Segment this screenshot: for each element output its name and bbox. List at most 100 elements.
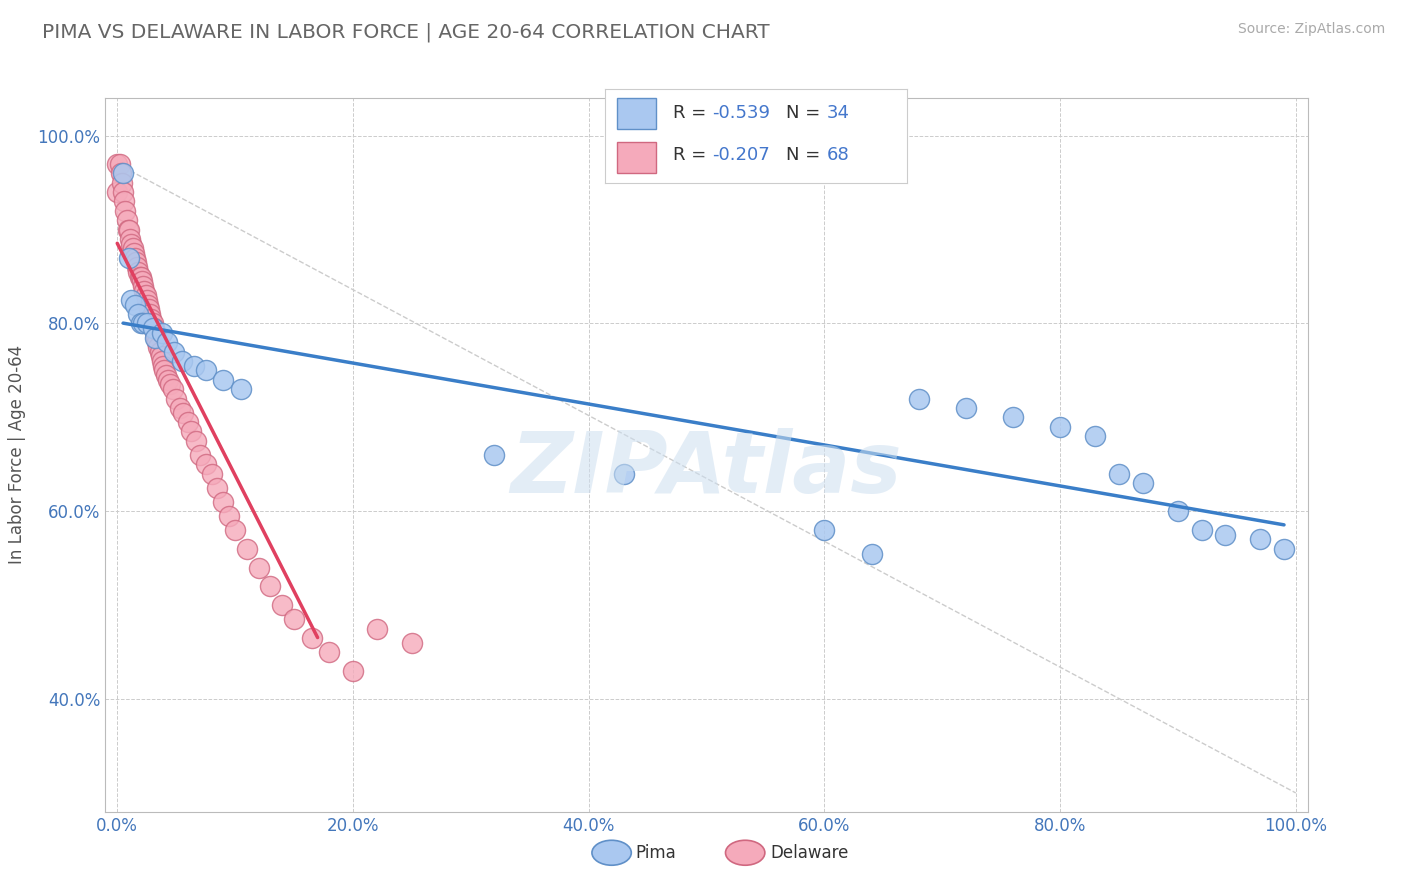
Point <box>955 401 977 415</box>
Point <box>152 359 174 373</box>
Bar <box>617 97 657 129</box>
Point <box>180 425 202 439</box>
Text: N =: N = <box>786 104 825 122</box>
Point <box>613 467 636 481</box>
Point <box>128 269 150 284</box>
Point <box>366 622 388 636</box>
Point <box>247 560 270 574</box>
Point <box>142 321 165 335</box>
Point <box>860 547 883 561</box>
Point <box>149 349 172 363</box>
Point <box>153 363 176 377</box>
Point <box>124 251 146 265</box>
Point <box>1001 410 1024 425</box>
Point <box>114 203 136 218</box>
Point <box>156 373 179 387</box>
Point <box>907 392 929 406</box>
Point <box>207 481 229 495</box>
Point <box>1191 523 1213 537</box>
Point <box>129 317 152 331</box>
Point <box>150 326 173 340</box>
Point <box>177 415 200 429</box>
Point <box>484 448 506 462</box>
Point <box>131 274 153 288</box>
Point <box>150 354 173 368</box>
Text: ZIPAtlas: ZIPAtlas <box>510 427 903 511</box>
Point <box>1132 476 1154 491</box>
Point <box>162 382 184 396</box>
Point <box>283 612 305 626</box>
Point <box>212 373 235 387</box>
Point <box>1167 504 1189 518</box>
Point <box>135 317 157 331</box>
Point <box>146 335 169 350</box>
Text: -0.539: -0.539 <box>711 104 770 122</box>
Point <box>186 434 208 448</box>
Text: 34: 34 <box>827 104 849 122</box>
Point <box>183 359 205 373</box>
Point <box>120 293 142 307</box>
Point <box>122 246 145 260</box>
Point <box>143 326 166 340</box>
Point <box>163 344 186 359</box>
Point <box>342 664 364 678</box>
Point <box>112 185 135 199</box>
Point <box>194 458 217 472</box>
Point <box>110 166 132 180</box>
Text: 68: 68 <box>827 146 849 164</box>
Point <box>169 401 191 415</box>
Point <box>117 222 139 236</box>
Point <box>259 579 281 593</box>
Point <box>132 317 155 331</box>
Point <box>188 448 211 462</box>
Point <box>127 260 149 274</box>
Text: -0.207: -0.207 <box>711 146 769 164</box>
Point <box>156 335 179 350</box>
Point <box>141 311 163 326</box>
Point <box>145 330 167 344</box>
Bar <box>617 142 657 173</box>
Point <box>125 255 148 269</box>
Point <box>124 298 146 312</box>
Point <box>143 330 166 344</box>
Point <box>138 302 160 317</box>
Point <box>1272 541 1295 556</box>
Text: PIMA VS DELAWARE IN LABOR FORCE | AGE 20-64 CORRELATION CHART: PIMA VS DELAWARE IN LABOR FORCE | AGE 20… <box>42 22 770 42</box>
Point <box>120 236 142 251</box>
Point <box>132 279 155 293</box>
Point <box>229 382 252 396</box>
Point <box>142 317 165 331</box>
Point <box>121 241 143 255</box>
Text: Source: ZipAtlas.com: Source: ZipAtlas.com <box>1237 22 1385 37</box>
Point <box>301 631 323 645</box>
Point <box>149 344 172 359</box>
Point <box>112 194 135 209</box>
Point <box>112 166 135 180</box>
Point <box>236 541 259 556</box>
Text: Delaware: Delaware <box>770 844 849 862</box>
Point <box>129 269 152 284</box>
Point <box>135 293 157 307</box>
Point <box>1213 527 1236 541</box>
Point <box>108 157 131 171</box>
Point <box>136 298 159 312</box>
Text: R =: R = <box>672 104 711 122</box>
Point <box>318 645 340 659</box>
Point <box>118 222 141 236</box>
Point <box>1049 419 1071 434</box>
Point <box>218 508 240 523</box>
Text: Pima: Pima <box>636 844 676 862</box>
Point <box>194 363 217 377</box>
Point <box>118 251 141 265</box>
Text: R =: R = <box>672 146 711 164</box>
Point <box>115 213 138 227</box>
Point <box>134 284 156 298</box>
Point <box>1108 467 1130 481</box>
Point <box>271 598 294 612</box>
Text: N =: N = <box>786 146 825 164</box>
Point <box>165 392 187 406</box>
Point <box>159 377 181 392</box>
Point <box>155 368 177 383</box>
Point <box>142 321 165 335</box>
Point <box>135 288 156 302</box>
